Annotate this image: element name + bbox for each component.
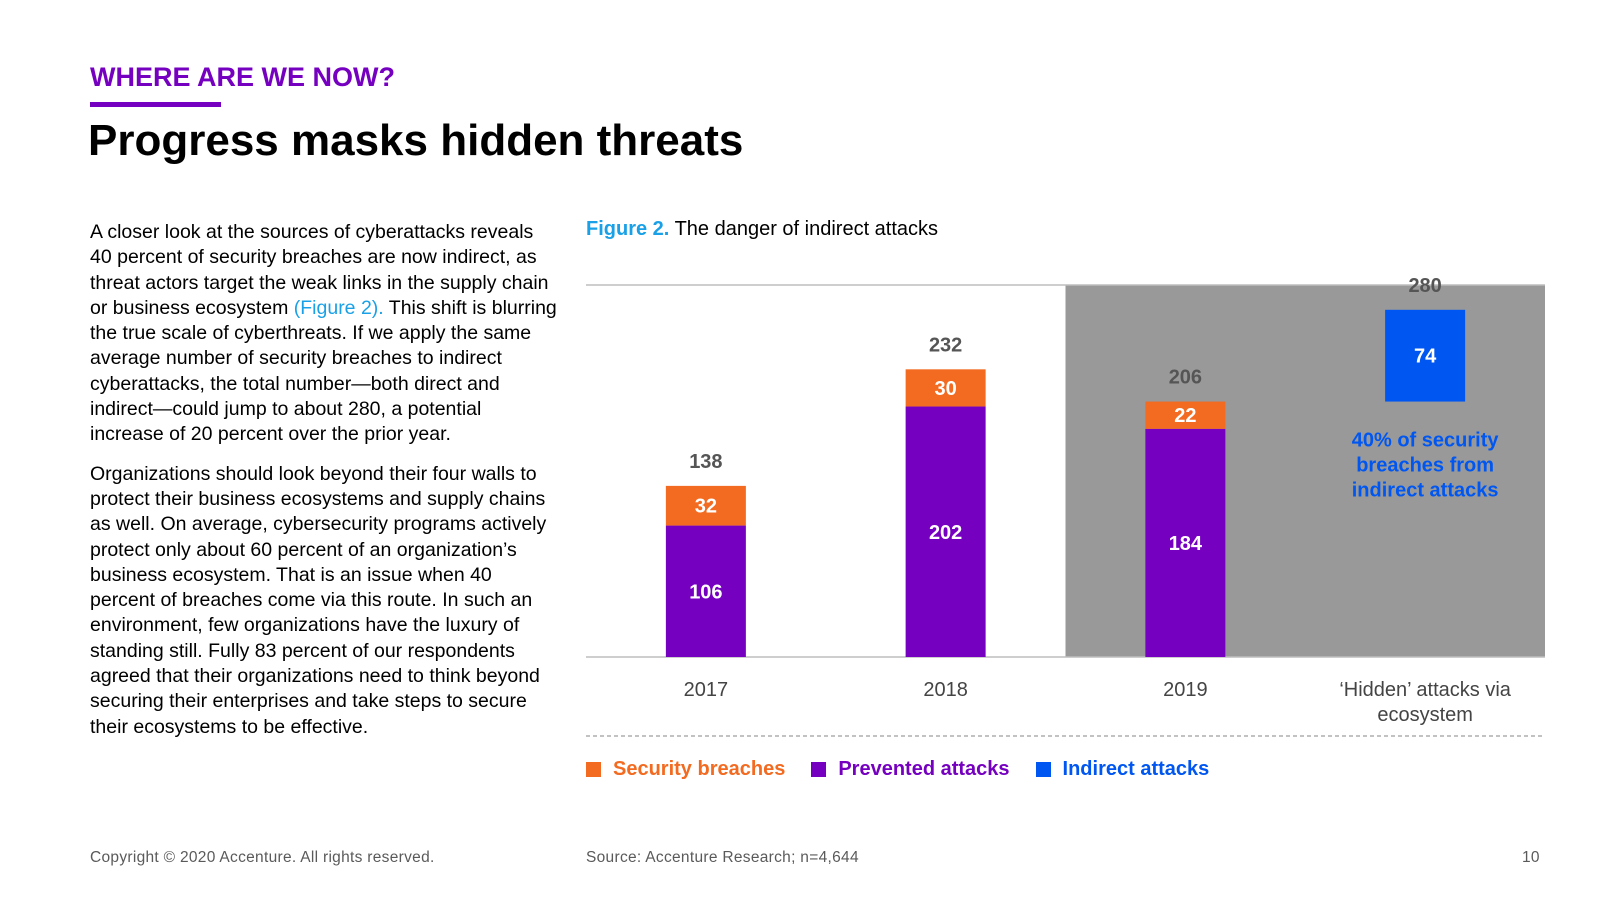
- figure-label: Figure 2.: [586, 218, 670, 240]
- bar-prevented-2019: [1145, 428, 1226, 657]
- data-label-breaches-2018: 30: [935, 378, 957, 400]
- legend-label-indirect-attacks: Indirect attacks: [1062, 758, 1210, 780]
- callout-annotation: 40% of security breaches from indirect att…: [1352, 430, 1500, 502]
- total-label-hidden-attacks-via-ecosystem: 280: [1408, 275, 1441, 297]
- body-paragraph-1-start: A closer look at the sources of cyberatt…: [90, 221, 549, 319]
- figure-reference-link[interactable]: (Figure 2).: [293, 296, 384, 319]
- footer-copyright: Copyright © 2020 Accenture. All rights r…: [90, 849, 435, 866]
- figure-caption: Figure 2. The danger of indirect attacks: [586, 218, 938, 241]
- legend-label-prevented-attacks: Prevented attacks: [838, 758, 1010, 780]
- legend-label-security-breaches: Security breaches: [613, 758, 786, 780]
- page-number: 10: [1522, 849, 1540, 866]
- bar-prevented-2018: [905, 406, 986, 657]
- body-paragraph-1-end: This shift is blurring the true scale of…: [90, 296, 557, 446]
- bar-breaches-2017: [665, 485, 746, 526]
- chart-legend: Security breaches Prevented attacks Indi…: [586, 758, 1209, 781]
- data-label-prevented-2017: 106: [689, 581, 722, 603]
- legend-item-prevented-attacks: Prevented attacks: [811, 758, 1010, 781]
- total-label-2017: 138: [689, 451, 722, 473]
- legend-item-security-breaches: Security breaches: [586, 758, 785, 781]
- body-text: A closer look at the sources of cyberatt…: [90, 220, 560, 754]
- total-label-2018: 232: [929, 334, 962, 356]
- x-tick-label-hidden-attacks-via-ecosystem: ‘Hidden’ attacks via ecosystem: [1339, 679, 1511, 726]
- footer-source: Source: Accenture Research; n=4,644: [586, 849, 859, 866]
- data-label-prevented-2019: 184: [1169, 533, 1203, 555]
- figure-caption-text: The danger of indirect attacks: [674, 218, 939, 240]
- legend-swatch-security-breaches: [586, 762, 601, 777]
- bar-prevented-2017: [665, 525, 746, 657]
- legend-swatch-indirect-attacks: [1035, 762, 1051, 777]
- x-tick-label-2018: 2018: [923, 679, 968, 701]
- bar-indirect-hidden-attacks-via-ecosystem: [1385, 309, 1466, 402]
- page-title: Progress masks hidden threats: [88, 116, 744, 165]
- total-label-2019: 206: [1169, 367, 1202, 389]
- data-label-breaches-2019: 22: [1174, 405, 1196, 427]
- legend-swatch-prevented-attacks: [811, 762, 827, 777]
- eyebrow-underline: [90, 102, 221, 107]
- section-eyebrow: WHERE ARE WE NOW?: [90, 62, 395, 92]
- x-tick-label-2017: 2017: [684, 679, 729, 701]
- data-label-prevented-2018: 202: [929, 522, 962, 544]
- x-tick-label-2019: 2019: [1163, 679, 1208, 701]
- body-paragraph-2: Organizations should look beyond their f…: [90, 462, 547, 738]
- data-label-indirect-hidden-attacks-via-ecosystem: 74: [1414, 346, 1437, 368]
- data-label-breaches-2017: 32: [695, 496, 717, 518]
- bar-breaches-2019: [1145, 401, 1226, 429]
- body-paragraph-1: A closer look at the sources of cyberatt…: [90, 220, 560, 448]
- legend-item-indirect-attacks: Indirect attacks: [1035, 758, 1210, 781]
- bar-breaches-2018: [905, 369, 986, 407]
